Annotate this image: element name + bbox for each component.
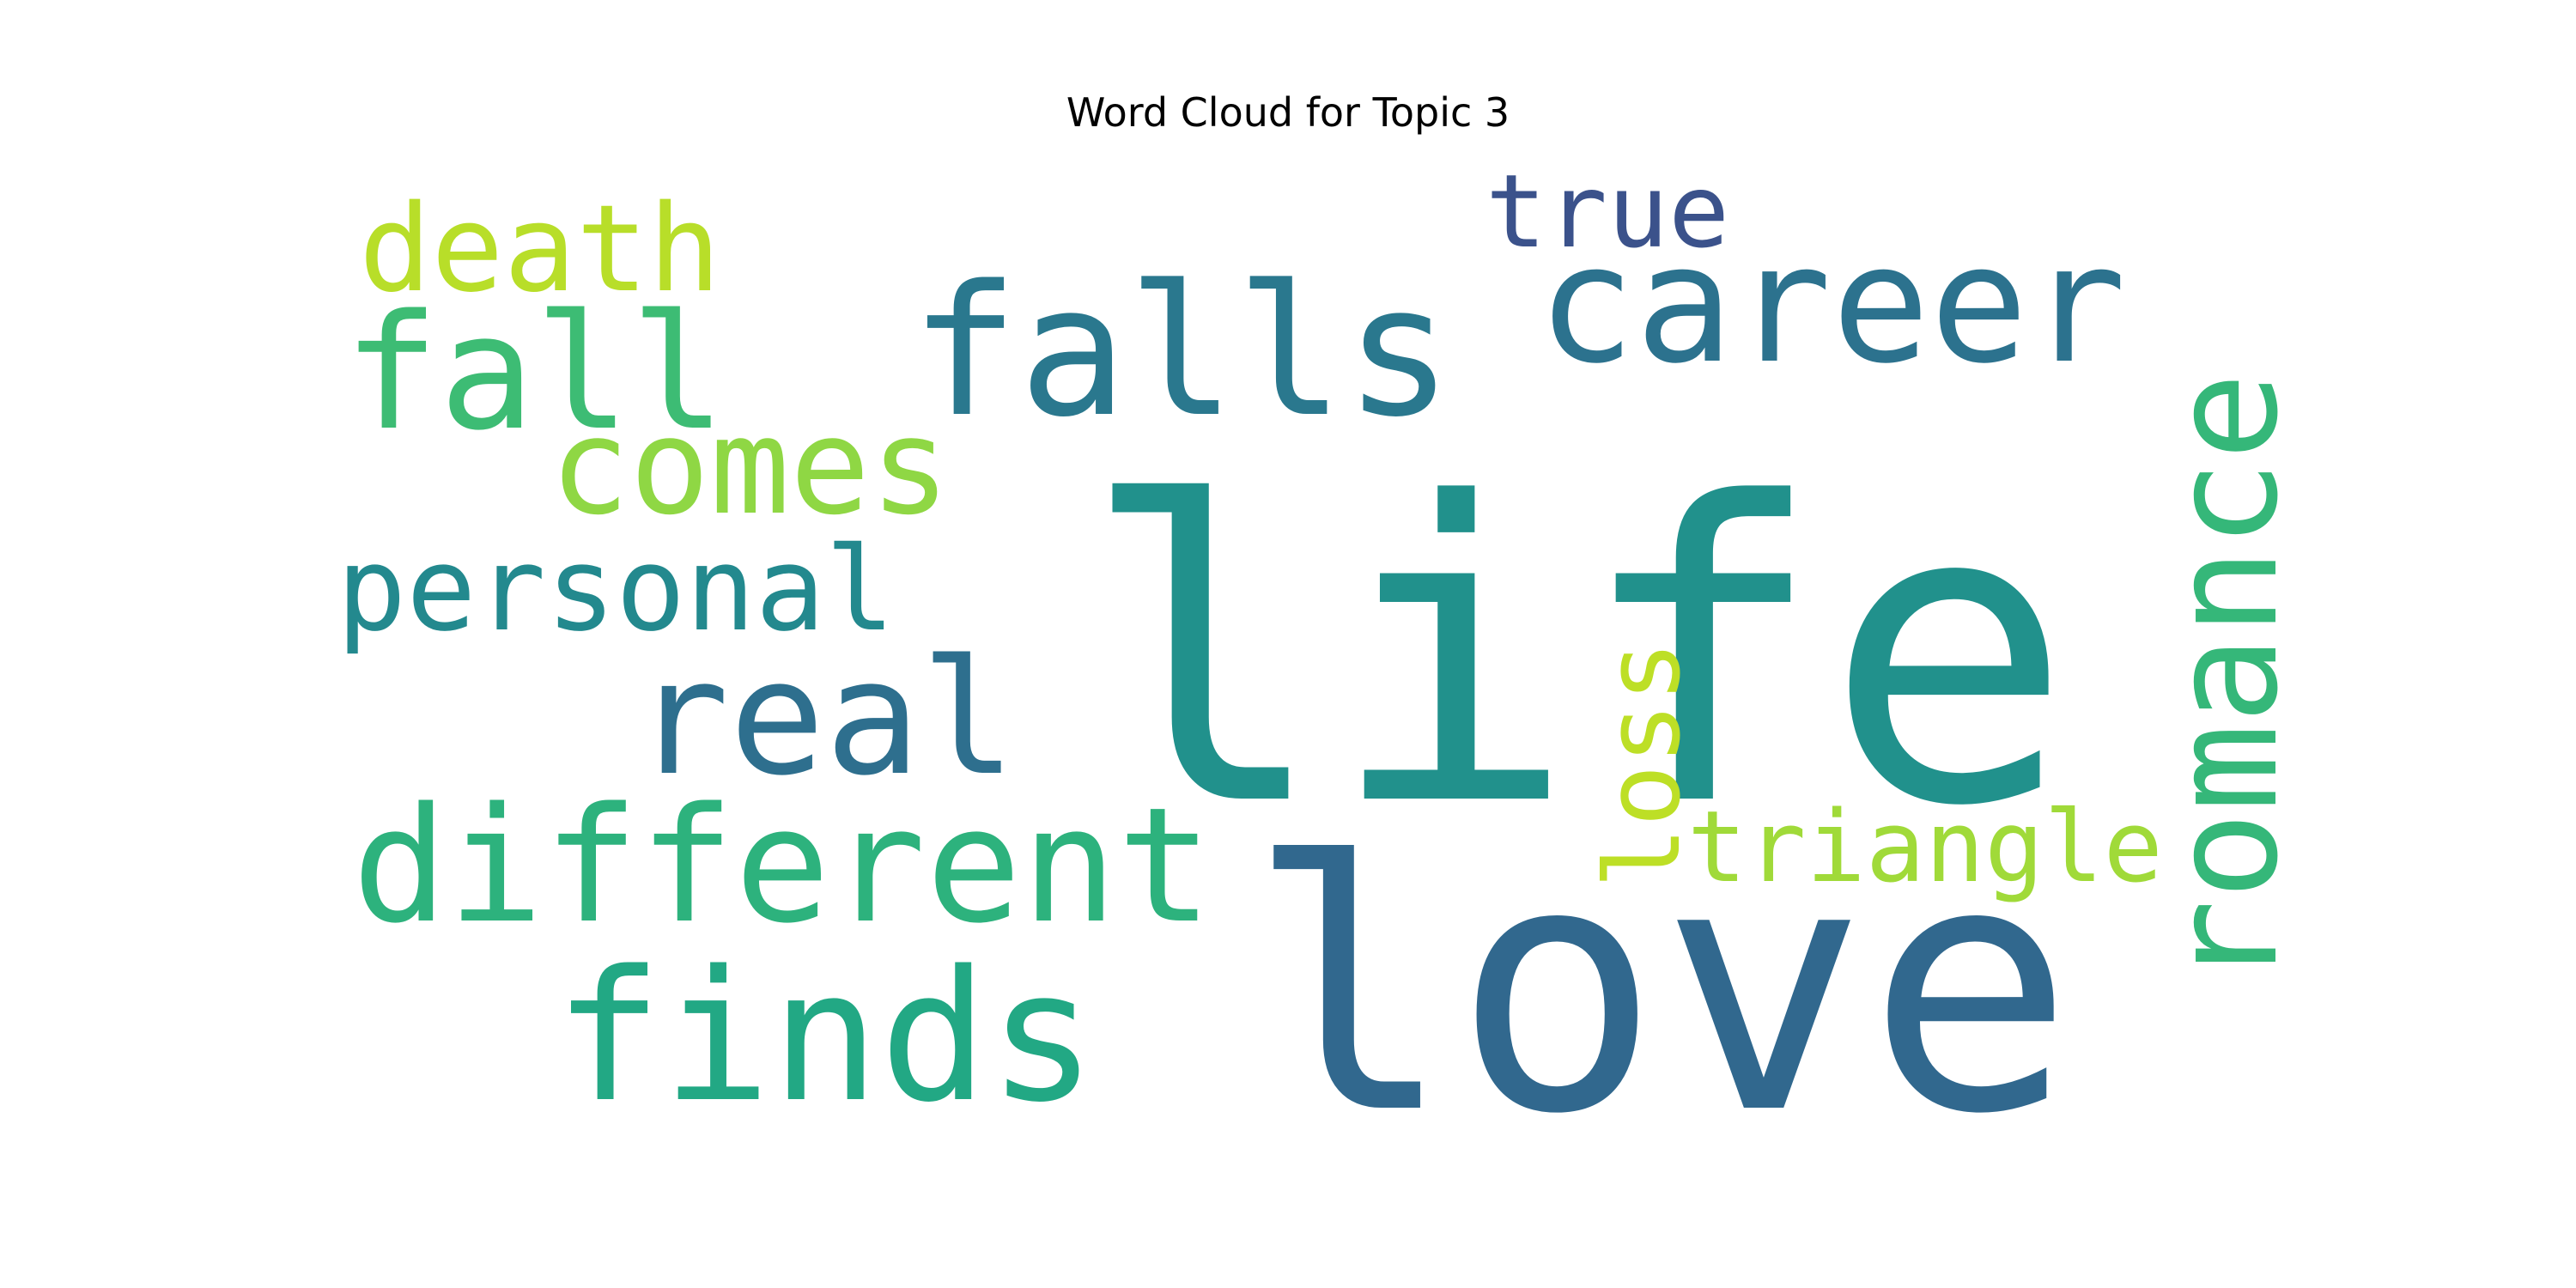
word-different: different <box>352 773 1212 958</box>
word-finds: finds <box>554 932 1097 1142</box>
word-triangle: triangle <box>1687 790 2163 905</box>
word-real: real <box>634 625 1017 811</box>
word-love: love <box>1247 790 2074 1189</box>
word-personal: personal <box>337 522 895 657</box>
word-fall: fall <box>343 280 726 465</box>
word-comes: comes <box>550 389 951 544</box>
word-career: career <box>1537 210 2126 399</box>
chart-title: Word Cloud for Topic 3 <box>1066 89 1510 136</box>
word-romance: romance <box>2141 373 2311 987</box>
word-loss: loss <box>1584 641 1704 889</box>
word-death: death <box>359 179 720 319</box>
word-life: life <box>1080 416 2073 896</box>
word-falls: falls <box>910 246 1453 457</box>
word-true: true <box>1485 152 1729 270</box>
